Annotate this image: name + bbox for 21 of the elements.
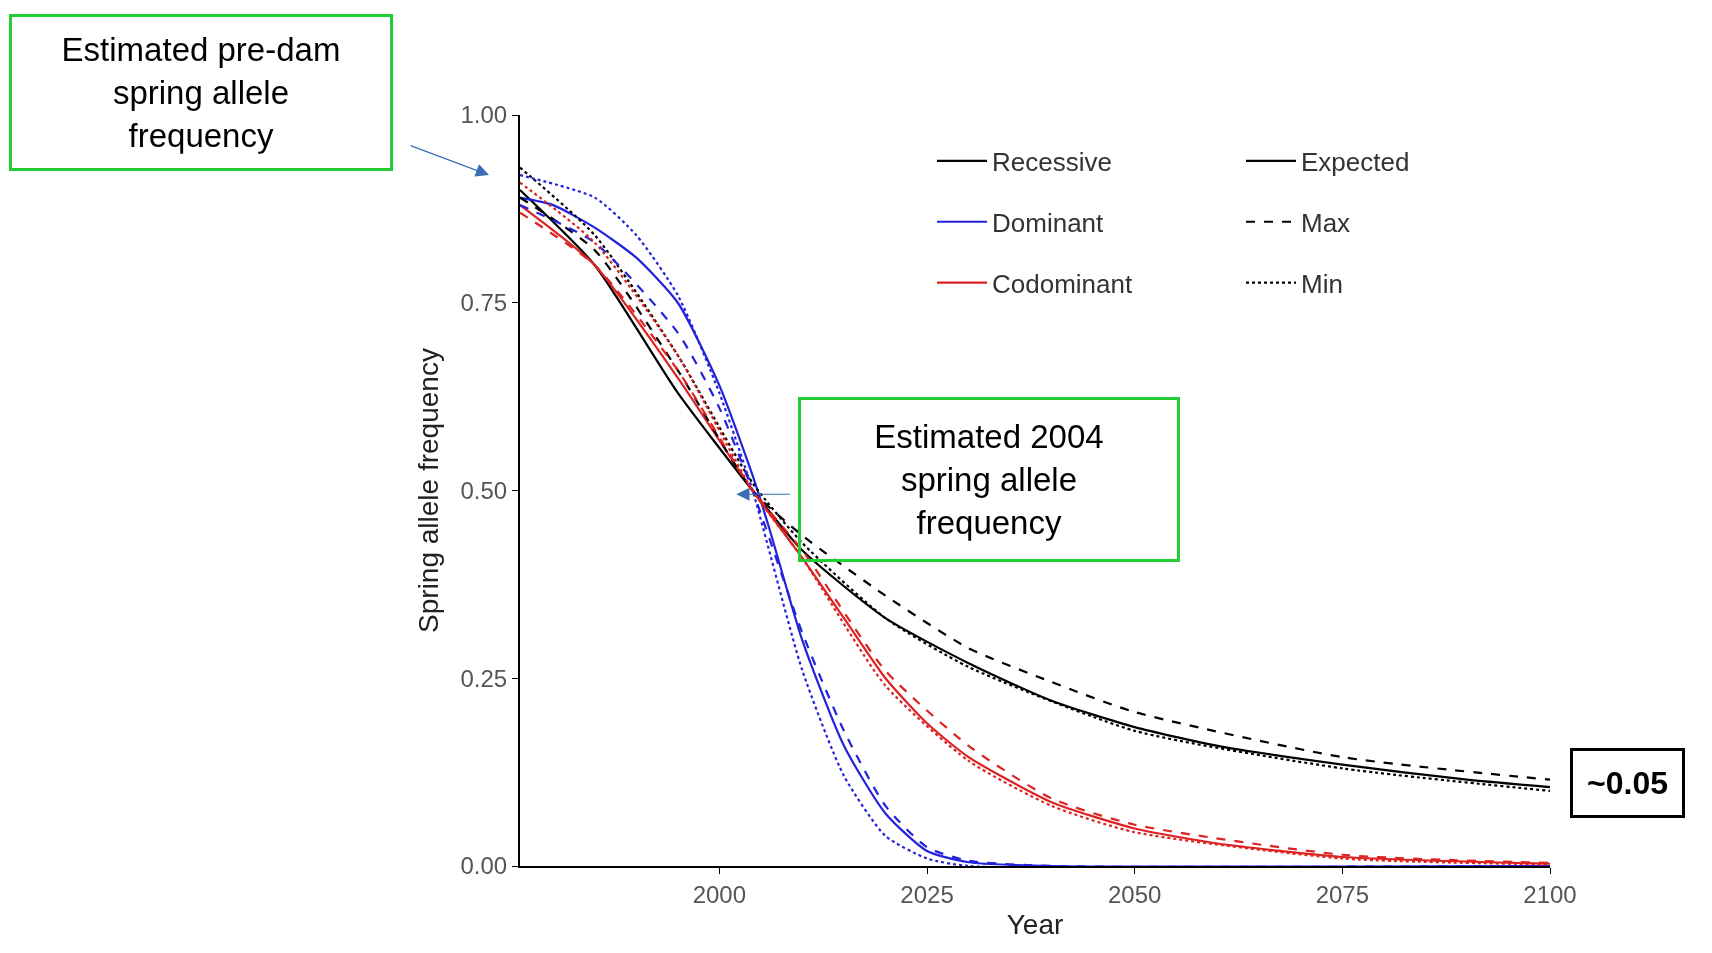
annotation: Estimated 2004 spring allele frequency — [874, 418, 1104, 541]
legend-label: Recessive — [992, 147, 1112, 178]
legend-label: Max — [1301, 207, 1351, 238]
x-tick-label: 2050 — [1107, 880, 1162, 908]
y-tick-label: 1.00 — [460, 101, 508, 129]
legend-label: Codominant — [992, 268, 1133, 299]
y-tick-label: 0.75 — [460, 289, 508, 317]
y-tick-label: 0.00 — [460, 852, 508, 880]
x-tick-label: 2000 — [692, 880, 747, 908]
x-tick-label: 2075 — [1315, 880, 1370, 908]
y-tick-label: 0.25 — [460, 664, 508, 692]
y-axis-title: Spring allele frequency — [412, 348, 444, 633]
legend-label: Min — [1301, 268, 1343, 299]
legend-label: Expected — [1301, 147, 1410, 178]
y-tick-label: 0.50 — [460, 476, 508, 504]
legend-label: Dominant — [992, 207, 1105, 238]
annotation: ~0.05 — [1587, 765, 1668, 801]
text: Estimated pre-dam spring allele frequency — [61, 31, 341, 154]
x-tick-label: 2100 — [1523, 880, 1577, 908]
x-axis-title: Year — [1006, 909, 1064, 941]
x-tick-label: 2025 — [900, 880, 954, 908]
